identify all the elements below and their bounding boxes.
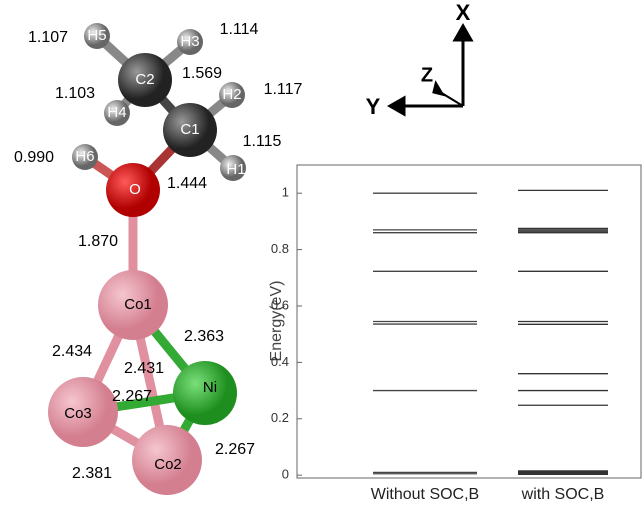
coordinate-axes: X Y Z: [366, 0, 471, 119]
atom-label: Co3: [64, 405, 92, 422]
bond-label: 2.431: [124, 360, 164, 377]
bond-label: 1.107: [28, 29, 68, 46]
bond-label: 1.117: [264, 81, 303, 98]
axis-name: Z: [421, 64, 433, 86]
bond-label: 0.990: [14, 149, 54, 166]
y-axis-label: Energy(eV): [268, 281, 285, 362]
axis-name: X: [456, 0, 471, 25]
atom-label: H2: [222, 86, 241, 103]
atom-label: Co1: [124, 296, 152, 313]
atom-label: H1: [226, 161, 245, 178]
atom-label: C1: [180, 121, 199, 138]
bond-label: 2.434: [52, 343, 92, 360]
y-tick-label: 0: [282, 467, 289, 482]
arrow-head: [455, 26, 471, 40]
y-tick-label: 0.6: [271, 297, 289, 312]
energy-chart: Energy(eV) 0 0.2 0.4 0.6 0.8 1 Without SOC,B wi…: [268, 165, 641, 503]
y-tick-label: 0.4: [271, 354, 289, 369]
bond-label: 1.103: [55, 85, 95, 102]
axis-name: Y: [366, 94, 381, 119]
bond-label: 1.870: [78, 233, 118, 250]
atom-label: H4: [107, 104, 126, 121]
x-tick-label: with SOC,B: [521, 486, 605, 503]
bond-label: 2.267: [215, 441, 255, 458]
atom-label: C2: [135, 71, 154, 88]
bond-label: 2.381: [72, 465, 112, 482]
atom-label: H5: [87, 27, 106, 44]
bond-label: 2.267: [112, 388, 152, 405]
atom-label: Ni: [203, 379, 217, 396]
bond-label: 1.115: [243, 133, 282, 150]
x-tick-label: Without SOC,B: [371, 486, 479, 503]
bond-label: 1.444: [167, 175, 207, 192]
arrow-head: [434, 84, 442, 94]
y-tick-label: 1: [282, 185, 289, 200]
atom-label: H3: [180, 33, 199, 50]
y-tick-label: 0.8: [271, 241, 289, 256]
y-tick-label: 0.2: [271, 410, 289, 425]
figure: H5 H3 C2 H2 H4 C1 H1 H6 O Co1 Ni Co3 Co2…: [0, 0, 644, 506]
bond-label: 1.114: [220, 21, 259, 38]
atom-label: Co2: [154, 456, 182, 473]
molecule: H5 H3 C2 H2 H4 C1 H1 H6 O Co1 Ni Co3 Co2…: [14, 21, 303, 495]
atom-label: H6: [75, 148, 94, 165]
atom-label: O: [129, 181, 141, 198]
arrow-head: [390, 98, 404, 114]
bond-label: 1.569: [182, 65, 222, 82]
bond-label: 2.363: [184, 328, 224, 345]
